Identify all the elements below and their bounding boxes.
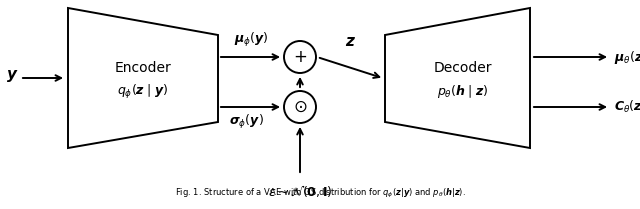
Text: $\boldsymbol{\mu}_{\theta}(\boldsymbol{z})$: $\boldsymbol{\mu}_{\theta}(\boldsymbol{z… [614, 48, 640, 65]
Text: $p_{\theta}(\boldsymbol{h} \mid \boldsymbol{z})$: $p_{\theta}(\boldsymbol{h} \mid \boldsym… [436, 84, 488, 101]
Text: Encoder: Encoder [115, 61, 172, 75]
Text: $\boldsymbol{y}$: $\boldsymbol{y}$ [6, 68, 19, 84]
Text: Decoder: Decoder [433, 61, 492, 75]
Text: $\boldsymbol{z}$: $\boldsymbol{z}$ [345, 34, 356, 49]
Text: $\boldsymbol{\mu}_{\phi}(\boldsymbol{y})$: $\boldsymbol{\mu}_{\phi}(\boldsymbol{y})… [234, 31, 268, 49]
Text: $+$: $+$ [293, 48, 307, 66]
Text: $\boldsymbol{C}_{\theta}(\boldsymbol{z})$: $\boldsymbol{C}_{\theta}(\boldsymbol{z})… [614, 99, 640, 115]
Text: $q_{\phi}(\boldsymbol{z} \mid \boldsymbol{y})$: $q_{\phi}(\boldsymbol{z} \mid \boldsymbo… [117, 83, 169, 101]
Text: Fig. 1. Structure of a VAE with GS distribution for $q_\phi(\boldsymbol{z}|\bold: Fig. 1. Structure of a VAE with GS distr… [175, 187, 465, 200]
Text: $\varepsilon \sim \mathcal{N}(\mathbf{0}, \mathbf{I})$: $\varepsilon \sim \mathcal{N}(\mathbf{0}… [268, 183, 332, 199]
Text: $\odot$: $\odot$ [292, 98, 307, 116]
Text: $\boldsymbol{\sigma}_{\phi}(\boldsymbol{y})$: $\boldsymbol{\sigma}_{\phi}(\boldsymbol{… [228, 113, 264, 131]
